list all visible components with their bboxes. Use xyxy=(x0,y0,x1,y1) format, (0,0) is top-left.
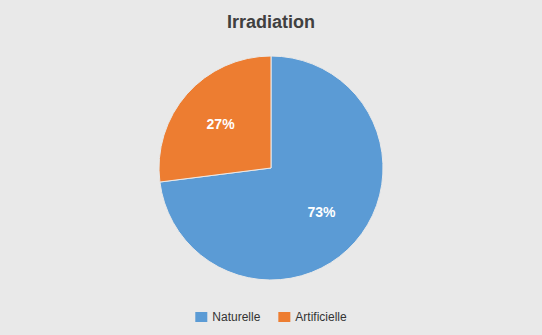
background xyxy=(0,0,542,335)
legend: Naturelle Artificielle xyxy=(195,310,347,324)
legend-item: Naturelle xyxy=(195,310,260,324)
legend-swatch xyxy=(278,312,290,322)
data-label: 73% xyxy=(307,204,336,220)
slice xyxy=(160,56,383,280)
legend-label: Naturelle xyxy=(212,310,260,324)
data-labels: 73% 27% xyxy=(207,116,336,221)
title: Irradiation xyxy=(227,12,315,32)
legend-label: Artificielle xyxy=(295,310,347,324)
slice xyxy=(159,56,271,182)
legend-item: Artificielle xyxy=(278,310,347,324)
slices xyxy=(159,56,383,280)
legend-swatch xyxy=(195,312,207,322)
data-label: 27% xyxy=(207,116,236,132)
chart: Irradiation 73% 27% Naturelle Artificielle xyxy=(0,0,542,335)
